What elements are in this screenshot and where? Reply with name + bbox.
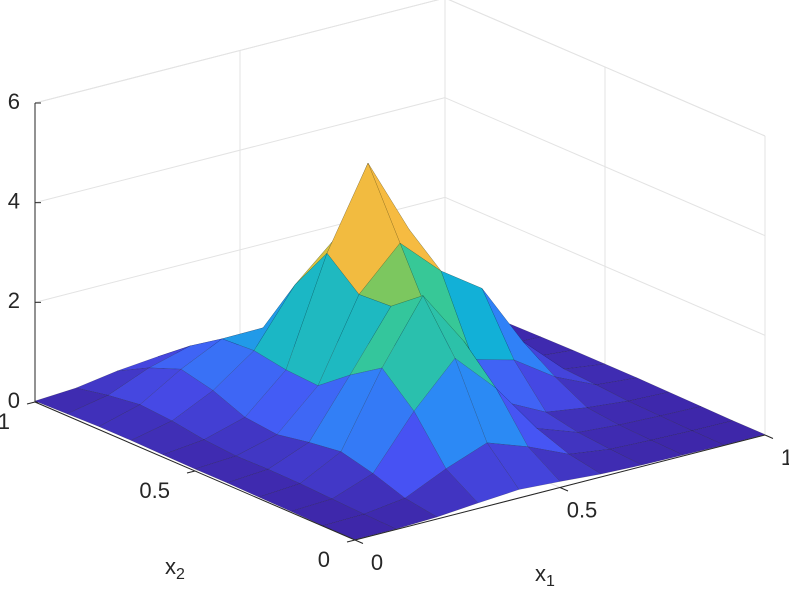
surface-face (563, 363, 638, 386)
x-tick-label: 0 (371, 550, 383, 575)
surface-face (363, 497, 438, 530)
surface-face (659, 406, 734, 431)
z-tick-label: 2 (8, 288, 20, 313)
surface-face (148, 338, 223, 370)
z-tick-label: 6 (8, 89, 20, 114)
x-tick (354, 539, 364, 544)
y-tick (26, 401, 36, 405)
surface-face (609, 439, 684, 466)
y-tick (186, 470, 196, 474)
surface-face (627, 391, 702, 417)
surface-face (258, 483, 333, 512)
surface-face (130, 420, 205, 455)
y-axis-label-subscript: 2 (176, 566, 185, 583)
surface-face (650, 430, 725, 456)
y-axis-label: x2 (165, 554, 185, 583)
surface-face (171, 390, 246, 440)
z-tick-label: 0 (8, 388, 20, 413)
y-tick-label: 0.5 (139, 478, 170, 503)
surface-face (522, 341, 597, 386)
x-tick-label: 0.5 (567, 497, 598, 522)
surface-face (554, 376, 629, 408)
x-tick (764, 434, 774, 439)
x-axis-label: x1 (535, 561, 555, 590)
surface-face (527, 446, 602, 482)
y-tick-label: 0 (318, 547, 330, 572)
surface-face (568, 448, 643, 475)
surface-face (98, 404, 173, 441)
surface-face (595, 377, 670, 402)
z-tick-label: 4 (8, 188, 20, 213)
x-axis-label-text: x (535, 561, 546, 586)
y-tick (346, 539, 356, 543)
x-tick (559, 487, 569, 492)
y-axis-label-text: x (165, 554, 176, 579)
x-tick-label: 1 (781, 445, 789, 470)
surface-face (162, 439, 237, 470)
surface-face (545, 407, 620, 433)
surface-face (75, 367, 150, 396)
surface (34, 162, 766, 540)
surface-face (139, 368, 214, 422)
surface-face (586, 400, 661, 426)
x-axis-label-subscript: 1 (546, 573, 555, 590)
y-tick-label: 1 (0, 409, 10, 434)
